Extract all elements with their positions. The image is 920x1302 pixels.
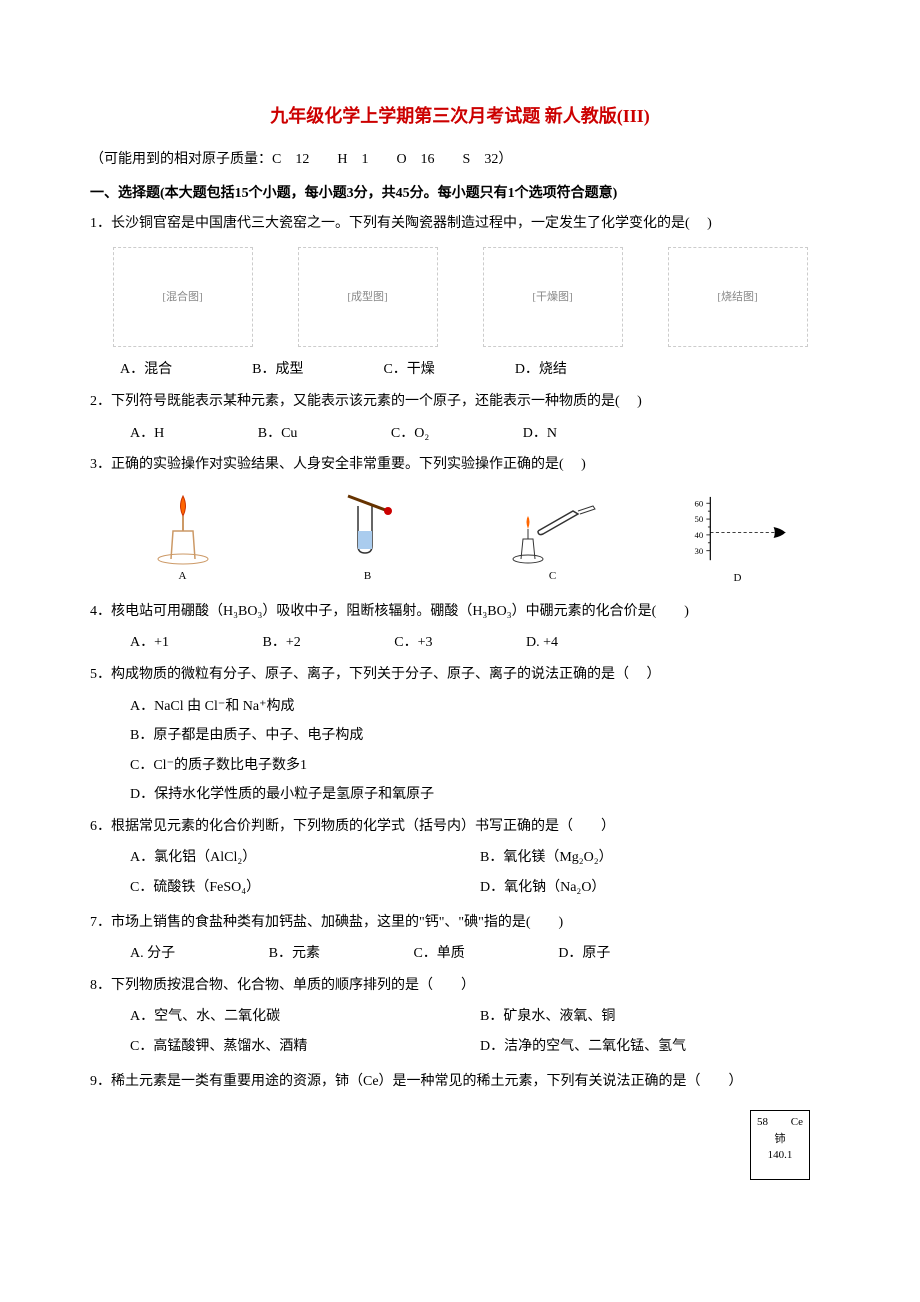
q2-opt-b: B．Cu: [258, 421, 298, 448]
question-4: 4．核电站可用硼酸（H₃BO₃）吸收中子，阻断核辐射。硼酸（H₃BO₃）中硼元素…: [90, 599, 830, 657]
q4-options: A．+1 B．+2 C．+3 D. +4: [90, 630, 830, 657]
q3-label-b: B: [364, 566, 371, 587]
question-1: 1．长沙铜官窑是中国唐代三大瓷窑之一。下列有关陶瓷器制造过程中，一定发生了化学变…: [90, 211, 830, 384]
q4-opt-a: A．+1: [130, 630, 169, 657]
q1-images: [混合图] [成型图] [干燥图] [烧结图]: [90, 247, 830, 347]
q1-img-b: [成型图]: [298, 247, 438, 347]
question-3: 3．正确的实验操作对实验结果、人身安全非常重要。下列实验操作正确的是( ) A …: [90, 452, 830, 589]
q1-opt-d: D．烧结: [515, 357, 567, 384]
q1-text: 1．长沙铜官窑是中国唐代三大瓷窑之一。下列有关陶瓷器制造过程中，一定发生了化学变…: [90, 211, 830, 238]
q8-text: 8．下列物质按混合物、化合物、单质的顺序排列的是（ ）: [90, 973, 830, 1000]
q2-text: 2．下列符号既能表示某种元素，又能表示该元素的一个原子，还能表示一种物质的是( …: [90, 389, 830, 416]
q1-img-c: [干燥图]: [483, 247, 623, 347]
question-6: 6．根据常见元素的化合价判断，下列物质的化学式（括号内）书写正确的是（ ） A．…: [90, 814, 830, 905]
q1-opt-a: A．混合: [120, 357, 172, 384]
q6-opt-b: B．氧化镁（Mg₂O₂）: [480, 845, 830, 872]
q8-options: A．空气、水、二氧化碳 B．矿泉水、液氧、铜 C．高锰酸钾、蒸馏水、酒精 D．洁…: [90, 1004, 830, 1063]
ruler-50: 50: [694, 514, 703, 524]
q8-opt-b: B．矿泉水、液氧、铜: [480, 1004, 830, 1031]
element-symbol: Ce: [791, 1114, 806, 1131]
q6-opt-c: C．硫酸铁（FeSO₄）: [130, 875, 480, 902]
q6-text: 6．根据常见元素的化合价判断，下列物质的化学式（括号内）书写正确的是（ ）: [90, 814, 830, 841]
ruler-40: 40: [694, 530, 703, 540]
q5-opt-a: A．NaCl 由 Cl⁻和 Na⁺构成: [90, 694, 830, 721]
q7-opt-d: D．原子: [558, 941, 610, 968]
q5-opt-b: B．原子都是由质子、中子、电子构成: [90, 723, 830, 750]
q3-text: 3．正确的实验操作对实验结果、人身安全非常重要。下列实验操作正确的是( ): [90, 452, 830, 479]
q7-opt-c: C．单质: [413, 941, 464, 968]
q2-opt-d: D．N: [523, 421, 557, 448]
q7-opt-b: B．元素: [269, 941, 320, 968]
ruler-60: 60: [694, 498, 703, 508]
q4-opt-c: C．+3: [394, 630, 432, 657]
question-7: 7．市场上销售的食盐种类有加钙盐、加碘盐，这里的"钙"、"碘"指的是( ) A.…: [90, 910, 830, 968]
q5-text: 5．构成物质的微粒有分子、原子、离子，下列关于分子、原子、离子的说法正确的是（ …: [90, 662, 830, 689]
question-9: 9．稀土元素是一类有重要用途的资源，铈（Ce）是一种常见的稀土元素，下列有关说法…: [90, 1069, 830, 1096]
q1-opt-b: B．成型: [252, 357, 303, 384]
question-8: 8．下列物质按混合物、化合物、单质的顺序排列的是（ ） A．空气、水、二氧化碳 …: [90, 973, 830, 1064]
q5-opt-d: D．保持水化学性质的最小粒子是氢原子和氧原子: [90, 782, 830, 809]
q4-text: 4．核电站可用硼酸（H₃BO₃）吸收中子，阻断核辐射。硼酸（H₃BO₃）中硼元素…: [90, 599, 830, 626]
q3-images: A B C 6: [90, 489, 830, 589]
element-number: 58: [757, 1116, 768, 1128]
q2-opt-a: A．H: [130, 421, 164, 448]
q6-opt-a: A．氯化铝（AlCl₂）: [130, 845, 480, 872]
q4-opt-b: B．+2: [263, 630, 301, 657]
q3-label-c: C: [549, 566, 556, 587]
atomic-mass-info: （可能用到的相对原子质量：C 12 H 1 O 16 S 32）: [90, 147, 830, 172]
q1-opt-c: C．干燥: [383, 357, 434, 384]
q7-options: A. 分子 B．元素 C．单质 D．原子: [90, 941, 830, 968]
page-title: 九年级化学上学期第三次月考试题 新人教版(III): [90, 100, 830, 132]
q7-text: 7．市场上销售的食盐种类有加钙盐、加碘盐，这里的"钙"、"碘"指的是( ): [90, 910, 830, 937]
q1-img-d: [烧结图]: [668, 247, 808, 347]
q2-options: A．H B．Cu C．O₂ D．N: [90, 421, 830, 448]
q7-opt-a: A. 分子: [130, 941, 175, 968]
question-2: 2．下列符号既能表示某种元素，又能表示该元素的一个原子，还能表示一种物质的是( …: [90, 389, 830, 447]
q2-opt-c: C．O₂: [391, 421, 429, 448]
element-box-ce: 58 Ce 铈 140.1: [750, 1110, 810, 1180]
q3-img-b: B: [298, 489, 438, 589]
q3-img-c: C: [483, 489, 623, 589]
q3-label-a: A: [179, 566, 187, 587]
element-name: 铈: [754, 1131, 806, 1148]
section-1-header: 一、选择题(本大题包括15个小题，每小题3分，共45分。每小题只有1个选项符合题…: [90, 181, 830, 206]
element-mass: 140.1: [754, 1147, 806, 1164]
q9-text: 9．稀土元素是一类有重要用途的资源，铈（Ce）是一种常见的稀土元素，下列有关说法…: [90, 1069, 830, 1096]
q8-opt-a: A．空气、水、二氧化碳: [130, 1004, 480, 1031]
q5-opt-c: C．Cl⁻的质子数比电子数多1: [90, 753, 830, 780]
q8-opt-c: C．高锰酸钾、蒸馏水、酒精: [130, 1034, 480, 1061]
ruler-30: 30: [694, 546, 703, 556]
q1-img-a: [混合图]: [113, 247, 253, 347]
q4-opt-d: D. +4: [526, 630, 558, 657]
q3-label-d: D: [734, 568, 742, 589]
q3-img-a: A: [113, 489, 253, 589]
q6-options: A．氯化铝（AlCl₂） B．氧化镁（Mg₂O₂） C．硫酸铁（FeSO₄） D…: [90, 845, 830, 904]
q1-options: A．混合 B．成型 C．干燥 D．烧结: [90, 357, 830, 384]
q8-opt-d: D．洁净的空气、二氧化锰、氢气: [480, 1034, 830, 1061]
q3-img-d: 60 50 40 30 D: [668, 489, 808, 589]
question-5: 5．构成物质的微粒有分子、原子、离子，下列关于分子、原子、离子的说法正确的是（ …: [90, 662, 830, 809]
q6-opt-d: D．氧化钠（Na₂O）: [480, 875, 830, 902]
